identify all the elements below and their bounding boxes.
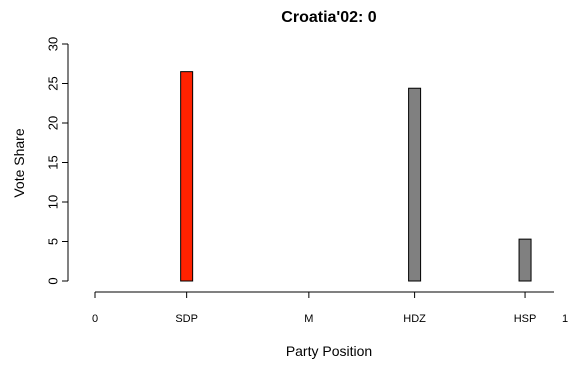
x-tick-label: SDP: [175, 313, 198, 325]
chart-title: Croatia'02: 0: [281, 9, 377, 26]
x-axis: 0 SDP M HDZ HSP 1: [92, 291, 568, 325]
x-tick-label: M: [304, 313, 313, 325]
bar-hsp: [518, 238, 532, 282]
x-tick-label: 0: [92, 313, 98, 325]
y-tick-label: 5: [45, 238, 60, 245]
bar-hdz: [408, 87, 422, 282]
y-tick-label: 0: [45, 277, 60, 284]
y-tick-label: 20: [45, 116, 60, 130]
x-axis-label: Party Position: [286, 343, 372, 359]
y-axis-label: Vote Share: [11, 128, 27, 197]
y-tick-label: 15: [45, 155, 60, 169]
bars: [180, 71, 532, 282]
y-tick-label: 30: [45, 37, 60, 51]
x-tick-label: HDZ: [403, 313, 426, 325]
x-tick-label: HSP: [514, 313, 537, 325]
y-axis: 0 5 10 15 20 25 30: [45, 37, 69, 285]
y-tick-label: 10: [45, 195, 60, 209]
y-tick-label: 25: [45, 76, 60, 90]
bar-sdp: [180, 71, 194, 282]
x-tick-label: 1: [562, 313, 568, 325]
